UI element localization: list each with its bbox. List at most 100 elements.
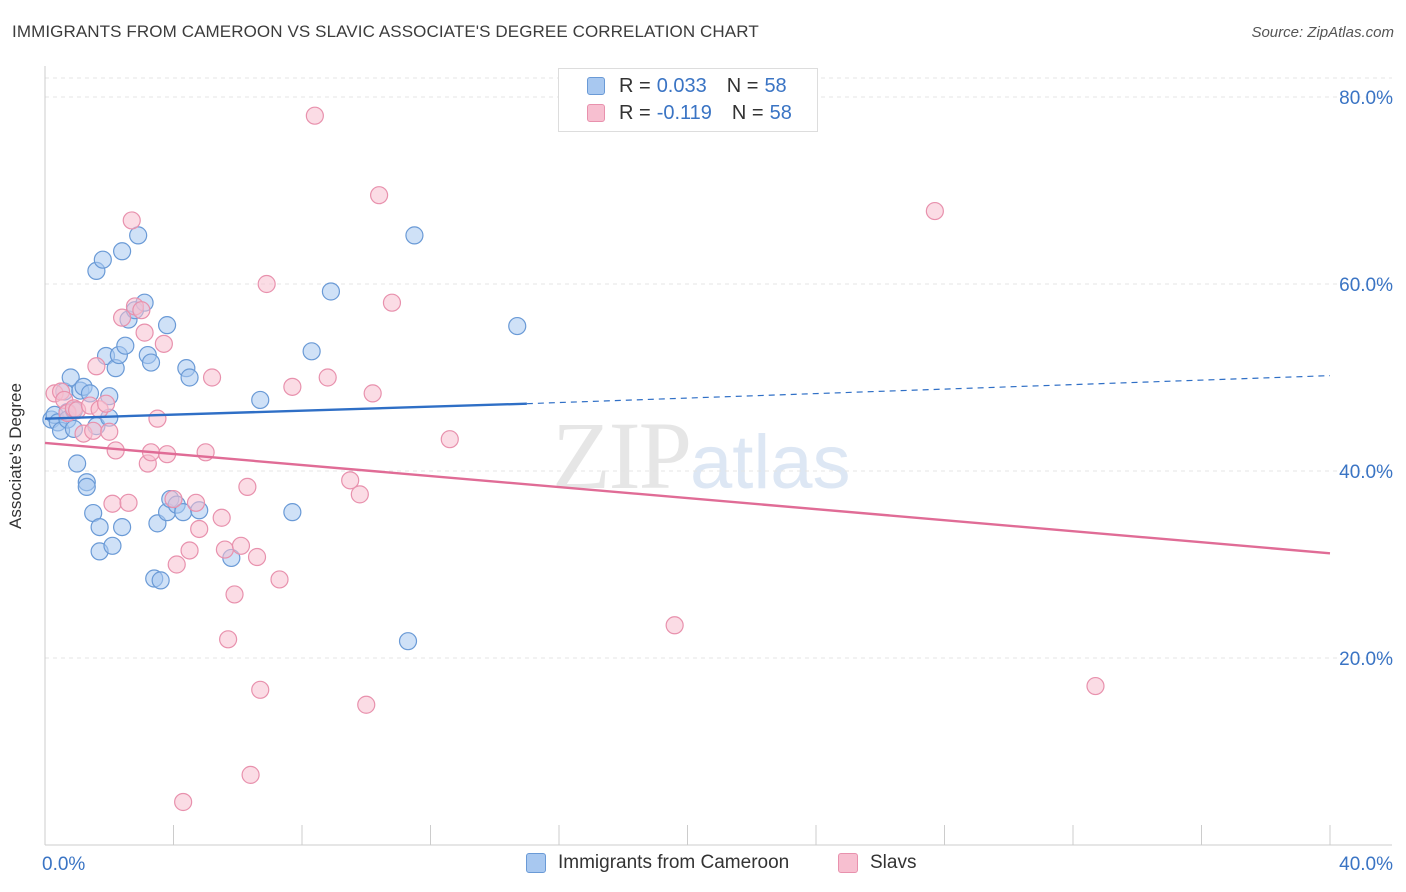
grid-lines (45, 77, 1392, 659)
cameroon-point (321, 282, 341, 301)
y-tick-label: 80.0% (1339, 88, 1393, 109)
legend-swatch-slavs (587, 104, 605, 122)
bottom-legend-swatch-slavs (838, 853, 858, 873)
slavs-point (247, 547, 267, 567)
cameroon-point (180, 368, 199, 387)
slavs-point (1086, 676, 1105, 696)
legend-r-value: 0.033 (656, 74, 707, 97)
cameroon-point (112, 517, 132, 537)
slavs-point (122, 211, 141, 230)
slavs-point (100, 422, 119, 441)
slavs-point (257, 274, 276, 294)
zipatlas-watermark: ZIPatlas (552, 400, 851, 511)
slavs-point (84, 421, 103, 440)
cameroon-point (103, 536, 122, 555)
slavs-point (925, 201, 944, 221)
legend-r-label: R = (619, 74, 651, 97)
slavs-point (87, 357, 106, 376)
slavs-point (119, 493, 138, 512)
cameroon-point (283, 503, 302, 522)
cameroon-point (68, 454, 87, 473)
legend-r-label: R = (619, 101, 651, 124)
slavs-point (219, 630, 238, 649)
slavs-point (440, 430, 459, 449)
x-tick-label: 0.0% (42, 854, 85, 875)
slavs-point (132, 301, 151, 320)
slavs-point (212, 508, 231, 527)
slavs-point (135, 323, 154, 342)
slavs-point (283, 377, 302, 396)
legend-swatch-cameroon (587, 77, 605, 95)
cameroon-point (151, 571, 170, 590)
correlation-legend: R = 0.033 N = 58 R = -0.119 N = 58 (558, 68, 818, 132)
legend-n-label: N = (726, 74, 759, 97)
slavs-point (238, 477, 257, 496)
legend-n-label: N = (731, 101, 764, 124)
cameroon-point (398, 632, 418, 651)
slavs-point (154, 334, 173, 353)
bottom-legend-cameroon[interactable]: Immigrants from Cameroon (526, 852, 789, 874)
bottom-legend-label-slavs: Slavs (870, 852, 917, 873)
cameroon-point (116, 336, 135, 355)
cameroon-point (90, 517, 109, 537)
cameroon-point (405, 226, 424, 245)
slavs-point (96, 394, 116, 413)
legend-row-cameroon: R = 0.033 N = 58 (587, 73, 787, 99)
slavs-point (357, 695, 376, 714)
slavs-point (231, 536, 251, 555)
slavs-point (180, 541, 199, 560)
bottom-legend-swatch-cameroon (526, 853, 546, 873)
slavs-point (350, 485, 369, 504)
slavs-point (190, 519, 209, 539)
slavs-point (318, 368, 337, 387)
legend-row-slavs: R = -0.119 N = 58 (587, 100, 792, 126)
data-points (42, 106, 1105, 812)
slavs-point (148, 409, 167, 428)
cameroon-point (508, 316, 527, 336)
slavs-point (215, 540, 234, 559)
slavs-point (225, 585, 244, 604)
axes (44, 66, 1392, 846)
source-label: Source: ZipAtlas.com (1251, 24, 1394, 41)
slavs-point (270, 570, 289, 589)
y-tick-label: 20.0% (1339, 649, 1393, 670)
slavs-point (174, 792, 193, 812)
x-tick-label: 40.0% (1339, 854, 1393, 875)
cameroon-point (157, 316, 177, 335)
slavs-point (186, 493, 206, 512)
slavs-point (164, 489, 183, 509)
chart-title: IMMIGRANTS FROM CAMEROON VS SLAVIC ASSOC… (12, 22, 759, 41)
y-axis-label: Associate's Degree (6, 383, 25, 529)
slavs-point (167, 555, 186, 574)
bottom-legend-label-cameroon: Immigrants from Cameroon (558, 852, 790, 873)
y-tick-label: 60.0% (1339, 275, 1393, 296)
slavs-point (341, 471, 360, 490)
slavs-point (202, 368, 222, 387)
cameroon-point (93, 250, 112, 269)
slavs-point (363, 384, 382, 403)
y-tick-label: 40.0% (1339, 462, 1393, 483)
cameroon-point (112, 242, 132, 261)
cameroon-point (302, 342, 321, 361)
trend-lines (44, 375, 1331, 555)
watermark-zip: ZIP (552, 402, 692, 509)
legend-r-value: -0.119 (656, 101, 712, 124)
slavs-point (370, 186, 389, 205)
legend-n-value: 58 (769, 101, 792, 124)
slavs-point (241, 765, 260, 784)
cameroon-trend-extension (526, 375, 1331, 405)
cameroon-point (129, 226, 148, 245)
cameroon-point (251, 390, 270, 410)
cameroon-point (77, 477, 96, 496)
slavs-point (305, 106, 324, 125)
slavs-point (112, 308, 132, 327)
tick-labels: 20.0% 40.0% 60.0% 80.0% 0.0% 40.0% (42, 88, 1393, 875)
slavs-point (665, 616, 684, 635)
bottom-legend-slavs[interactable]: Slavs (838, 852, 916, 874)
slavs-point (251, 680, 270, 699)
slavs-trend-line (44, 441, 1331, 555)
slavs-point (382, 293, 402, 312)
cameroon-trend-line (44, 402, 527, 420)
slavs-point (103, 494, 122, 513)
